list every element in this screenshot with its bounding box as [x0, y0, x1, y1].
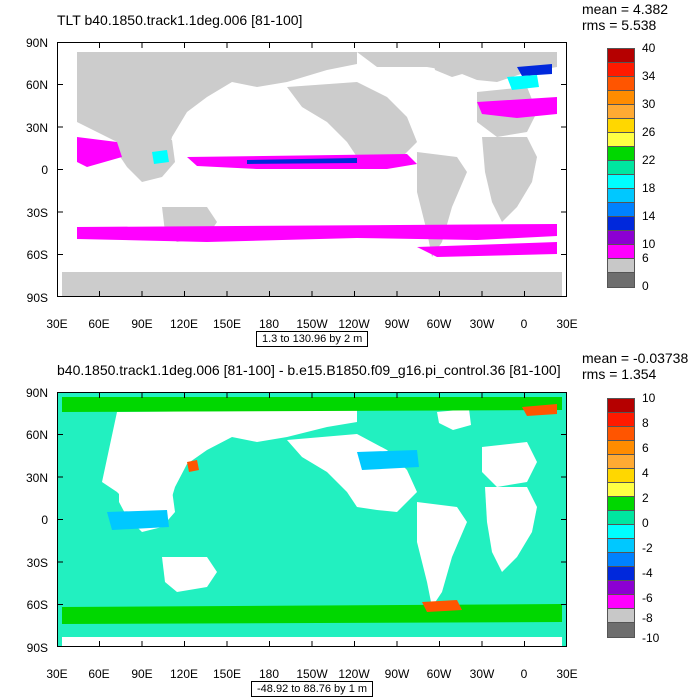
bottom-colorbar-label: 10 — [642, 391, 656, 405]
top-lon-label: 150W — [296, 317, 328, 331]
bottom-map-svg — [57, 392, 567, 647]
top-lat-label: 30S — [26, 206, 48, 220]
top-lon-label: 30W — [469, 317, 495, 331]
top-lon-label: 90W — [384, 317, 410, 331]
top-map-plot — [57, 42, 567, 297]
bottom-colorbar-label: 6 — [642, 441, 649, 455]
top-colorbar-label: 0 — [642, 279, 649, 293]
bottom-map-plot — [57, 392, 567, 647]
top-lon-label: 0 — [520, 317, 528, 331]
bottom-colorbar-label: -8 — [642, 611, 653, 625]
top-lon-label: 30E — [556, 317, 578, 331]
top-map-panel: TLT b40.1850.track1.1deg.006 [81-100] me… — [25, 1, 668, 347]
bottom-lon-label: 90W — [384, 667, 410, 681]
bottom-colorbar-label: 2 — [642, 491, 649, 505]
top-lat-label: 60S — [26, 248, 48, 262]
bottom-lon-label: 30E — [46, 667, 68, 681]
bottom-lon-label: 60E — [88, 667, 110, 681]
bottom-lon-label: 0 — [520, 667, 528, 681]
top-colorbar-label: 22 — [642, 153, 656, 167]
bottom-rms-value: rms = 1.354 — [582, 366, 657, 382]
top-colorbar-box — [607, 272, 635, 288]
top-colorbar-label: 6 — [642, 251, 649, 265]
bottom-colorbar-box — [607, 622, 635, 638]
bottom-colorbar-label: 4 — [642, 466, 649, 480]
bottom-stats: mean = -0.03738 rms = 1.354 — [582, 350, 688, 382]
bottom-data-warm — [187, 404, 557, 612]
bottom-lat-label: 90N — [25, 386, 48, 400]
bottom-lon-label: 180 — [258, 667, 280, 681]
bottom-lon-label: 30E — [556, 667, 578, 681]
bottom-lon-label: 120W — [338, 667, 370, 681]
top-colorbar-label: 34 — [642, 69, 656, 83]
bottom-map-panel: b40.1850.track1.1deg.006 [81-100] - b.e1… — [0, 350, 700, 700]
top-map-svg — [57, 42, 567, 297]
bottom-colorbar-label: 0 — [642, 516, 649, 530]
top-colorbar-label: 18 — [642, 181, 656, 195]
bottom-lon-label: 60W — [426, 667, 452, 681]
top-tick-marks — [57, 42, 567, 297]
top-colorbar-label: 30 — [642, 97, 656, 111]
bottom-lat-label: 60S — [26, 598, 48, 612]
top-colorbar-label: 14 — [642, 209, 656, 223]
top-stats: mean = 4.382 rms = 5.538 — [582, 1, 668, 33]
top-lat-label: 90N — [25, 36, 48, 50]
bottom-mean-value: mean = -0.03738 — [582, 350, 689, 366]
bottom-colorbar — [607, 398, 635, 638]
top-lon-label: 60E — [88, 317, 110, 331]
top-contour-range: 1.3 to 130.96 by 2 m — [256, 331, 369, 347]
bottom-colorbar-label: -6 — [642, 591, 653, 605]
bottom-lat-label: 30S — [26, 556, 48, 570]
bottom-colorbar-label: -4 — [642, 566, 653, 580]
bottom-lon-label: 90E — [131, 667, 153, 681]
bottom-lon-label: 150W — [296, 667, 328, 681]
bottom-lat-label: 0 — [41, 513, 48, 527]
top-lon-label: 150E — [212, 317, 242, 331]
top-lon-label: 60W — [426, 317, 452, 331]
top-colorbar — [607, 48, 635, 288]
top-colorbar-label: 40 — [642, 41, 656, 55]
bottom-lon-label: 120E — [169, 667, 199, 681]
top-lat-label: 90S — [26, 291, 48, 305]
top-colorbar-label: 10 — [642, 237, 656, 251]
top-data-cyan — [152, 75, 539, 164]
bottom-tick-marks — [57, 392, 567, 647]
top-lon-label: 120E — [169, 317, 199, 331]
bottom-lon-label: 150E — [212, 667, 242, 681]
top-data-bands — [77, 97, 557, 257]
bottom-colorbar-label: -10 — [642, 631, 660, 645]
bottom-lat-label: 30N — [25, 471, 48, 485]
top-lat-label: 30N — [25, 121, 48, 135]
top-rms-value: rms = 5.538 — [582, 17, 657, 33]
bottom-colorbar-label: 8 — [642, 416, 649, 430]
top-lon-label: 30E — [46, 317, 68, 331]
bottom-colorbar-label: -2 — [642, 541, 653, 555]
top-lon-label: 120W — [338, 317, 370, 331]
top-colorbar-label: 26 — [642, 125, 656, 139]
top-lon-label: 180 — [258, 317, 280, 331]
top-lat-label: 0 — [41, 163, 48, 177]
bottom-map-title: b40.1850.track1.1deg.006 [81-100] - b.e1… — [57, 362, 561, 378]
top-lon-label: 90E — [131, 317, 153, 331]
bottom-data-cool — [107, 450, 419, 530]
bottom-lon-label: 30W — [469, 667, 495, 681]
top-data-highlights — [247, 64, 552, 164]
bottom-contour-range: -48.92 to 88.76 by 1 m — [251, 681, 374, 697]
top-mean-value: mean = 4.382 — [582, 1, 669, 17]
top-lat-label: 60N — [25, 78, 48, 92]
bottom-lat-label: 90S — [26, 641, 48, 655]
bottom-lat-label: 60N — [25, 428, 48, 442]
top-map-title: TLT b40.1850.track1.1deg.006 [81-100] — [57, 12, 303, 28]
